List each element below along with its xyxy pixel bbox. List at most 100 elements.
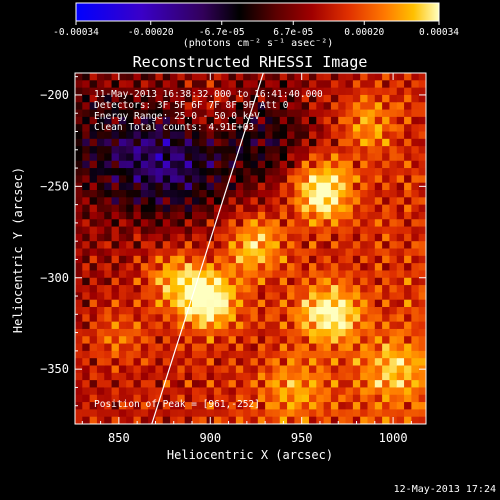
heatmap-cell	[323, 248, 332, 257]
heatmap-cell	[111, 124, 120, 133]
heatmap-cell	[228, 248, 237, 257]
heatmap-cell	[345, 350, 354, 359]
heatmap-cell	[257, 350, 266, 359]
heatmap-cell	[411, 416, 420, 424]
heatmap-cell	[177, 175, 186, 184]
heatmap-cell	[104, 80, 113, 89]
heatmap-cell	[323, 80, 332, 89]
heatmap-cell	[96, 226, 105, 235]
heatmap-cell	[96, 343, 105, 352]
heatmap-cell	[382, 182, 391, 191]
heatmap-cell	[389, 321, 398, 330]
heatmap-cell	[104, 343, 113, 352]
heatmap-cell	[184, 124, 193, 133]
heatmap-cell	[184, 248, 193, 257]
heatmap-cell	[272, 190, 281, 198]
heatmap-cell	[360, 277, 369, 286]
heatmap-cell	[111, 292, 120, 301]
heatmap-cell	[228, 190, 237, 198]
heatmap-cell	[213, 182, 222, 191]
heatmap-cell	[104, 285, 113, 293]
heatmap-cell	[396, 307, 405, 315]
heatmap-cell	[118, 219, 127, 228]
heatmap-cell	[140, 255, 149, 264]
heatmap-cell	[243, 226, 252, 235]
heatmap-cell	[243, 321, 252, 330]
heatmap-cell	[111, 299, 120, 308]
heatmap-cell	[140, 226, 149, 235]
heatmap-cell	[367, 87, 376, 96]
heatmap-cell	[309, 241, 317, 250]
heatmap-cell	[265, 372, 274, 381]
heatmap-cell	[133, 299, 142, 308]
heatmap-cell	[213, 131, 222, 140]
heatmap-cell	[104, 299, 113, 308]
heatmap-cell	[235, 248, 244, 257]
heatmap-cell	[75, 80, 83, 89]
heatmap-cell	[338, 350, 347, 359]
colorbar: -0.00034 -0.00020 -6.7e-05 6.7e-05 0.00020 0.…	[53, 2, 459, 49]
heatmap-cell	[133, 241, 142, 250]
heatmap-cell	[287, 255, 295, 264]
heatmap-cell	[279, 263, 288, 272]
heatmap-cell	[418, 263, 426, 272]
heatmap-cell	[96, 248, 105, 257]
heatmap-cell	[213, 343, 222, 352]
heatmap-cell	[352, 255, 361, 264]
heatmap-cell	[404, 255, 412, 264]
heatmap-cell	[389, 204, 398, 213]
heatmap-cell	[367, 138, 376, 147]
heatmap-cell	[338, 138, 347, 147]
heatmap-cell	[82, 365, 91, 374]
heatmap-cell	[206, 124, 215, 133]
heatmap-cell	[228, 270, 237, 279]
heatmap-cell	[170, 402, 178, 410]
heatmap-cell	[96, 146, 105, 155]
heatmap-cell	[235, 190, 244, 198]
heatmap-cell	[411, 241, 420, 250]
heatmap-cell	[382, 241, 391, 250]
heatmap-cell	[382, 416, 391, 424]
heatmap-cell	[96, 416, 105, 424]
heatmap-cell	[235, 219, 244, 228]
heatmap-cell	[111, 402, 120, 410]
heatmap-cell	[75, 190, 83, 198]
heatmap-cell	[162, 87, 171, 96]
heatmap-cell	[82, 175, 91, 184]
x-tick-label: 1000	[379, 431, 408, 445]
heatmap-cell	[82, 248, 91, 257]
heatmap-cell	[279, 270, 288, 279]
heatmap-cell	[199, 314, 208, 323]
heatmap-cell	[279, 73, 288, 81]
heatmap-cell	[199, 153, 208, 162]
heatmap-cell	[396, 394, 405, 403]
heatmap-cell	[404, 204, 412, 213]
heatmap-cell	[345, 73, 354, 81]
heatmap-cell	[411, 402, 420, 410]
heatmap-cell	[330, 211, 339, 220]
heatmap-cell	[133, 80, 142, 89]
heatmap-cell	[96, 204, 105, 213]
heatmap-cell	[213, 160, 222, 169]
heatmap-cell	[89, 211, 98, 220]
heatmap-cell	[374, 402, 383, 410]
heatmap-cell	[323, 270, 332, 279]
heatmap-cell	[287, 292, 295, 301]
heatmap-cell	[82, 263, 91, 272]
heatmap-cell	[360, 380, 369, 389]
heatmap-cell	[345, 343, 354, 352]
heatmap-cell	[199, 336, 208, 345]
heatmap-cell	[206, 270, 215, 279]
heatmap-cell	[411, 292, 420, 301]
heatmap-cell	[162, 73, 171, 81]
heatmap-cell	[330, 321, 339, 330]
heatmap-cell	[330, 131, 339, 140]
heatmap-cell	[133, 358, 142, 367]
heatmap-cell	[155, 160, 164, 169]
heatmap-cell	[338, 263, 347, 272]
heatmap-cell	[243, 182, 252, 191]
heatmap-cell	[243, 365, 252, 374]
heatmap-cell	[330, 402, 339, 410]
heatmap-cell	[272, 248, 281, 257]
heatmap-cell	[272, 409, 281, 418]
